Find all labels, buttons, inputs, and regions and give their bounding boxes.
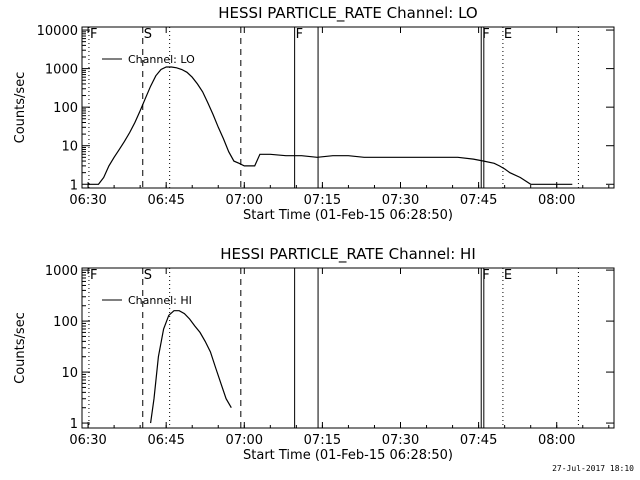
- x-tick-label: 07:00: [226, 193, 263, 208]
- timestamp-label: 27-Jul-2017 18:10: [552, 464, 634, 473]
- x-axis-title: Start Time (01-Feb-15 06:28:50): [243, 448, 453, 463]
- series-line-lo: [88, 66, 573, 185]
- annotation-label: F: [482, 268, 489, 283]
- y-tick-label: 1000: [45, 63, 78, 78]
- plot-frame: [81, 267, 615, 429]
- y-tick-label: 1000: [45, 264, 78, 279]
- y-tick-label: 100: [53, 315, 78, 330]
- y-tick-label: 10: [61, 366, 78, 381]
- annotation-label: S: [144, 268, 152, 283]
- x-tick-label: 07:00: [226, 433, 263, 448]
- y-tick-label: 1: [70, 178, 78, 193]
- annotation-label: F: [90, 27, 97, 42]
- x-tick-label: 06:30: [69, 433, 106, 448]
- x-tick-label: 08:00: [538, 193, 575, 208]
- x-axis-title: Start Time (01-Feb-15 06:28:50): [243, 208, 453, 223]
- annotation-label: F: [296, 27, 303, 42]
- annotation-label: S: [144, 27, 152, 42]
- legend-entry: Channel: HI: [128, 294, 192, 307]
- y-tick-label: 100: [53, 101, 78, 116]
- x-tick-label: 07:45: [460, 193, 497, 208]
- x-tick-label: 06:45: [147, 193, 184, 208]
- annotation-label: F: [90, 268, 97, 283]
- chart-title: HESSI PARTICLE_RATE Channel: HI: [220, 245, 476, 264]
- x-tick-label: 06:45: [147, 433, 184, 448]
- plot-frame: [81, 26, 615, 189]
- y-axis-title: Counts/sec: [13, 72, 28, 144]
- annotation-label: F: [482, 27, 489, 42]
- y-tick-label: 10: [61, 140, 78, 155]
- y-tick-label: 1: [70, 417, 78, 432]
- annotation-label: E: [504, 268, 512, 283]
- annotation-label: E: [504, 27, 512, 42]
- y-tick-label: 10000: [37, 24, 78, 39]
- series-line-hi: [150, 310, 232, 424]
- x-tick-label: 07:30: [382, 193, 419, 208]
- x-tick-label: 07:45: [460, 433, 497, 448]
- y-axis-title: Counts/sec: [13, 312, 28, 384]
- chart-title: HESSI PARTICLE_RATE Channel: LO: [218, 4, 477, 23]
- x-tick-label: 07:15: [304, 433, 341, 448]
- legend-entry: Channel: LO: [128, 53, 195, 66]
- x-tick-label: 07:15: [304, 193, 341, 208]
- x-tick-label: 08:00: [538, 433, 575, 448]
- x-tick-label: 07:30: [382, 433, 419, 448]
- x-tick-label: 06:30: [69, 193, 106, 208]
